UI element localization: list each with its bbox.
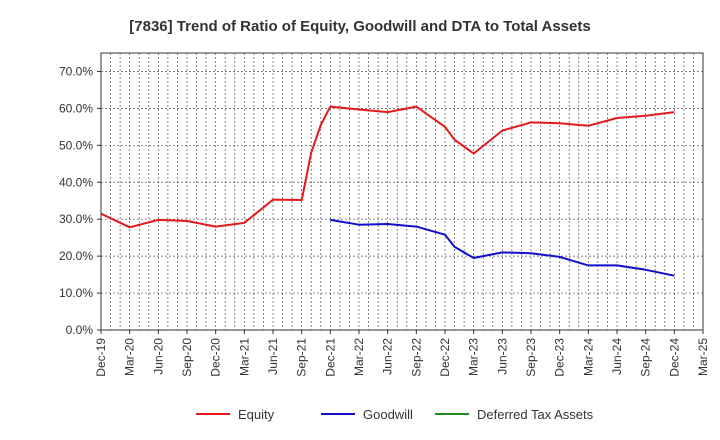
x-tick-label: Mar-20 (123, 338, 137, 376)
x-tick-label: Sep-21 (295, 338, 309, 377)
x-tick-label: Dec-19 (94, 338, 108, 377)
x-tick-label: Jun-23 (495, 338, 509, 375)
x-tick-label: Sep-23 (524, 338, 538, 377)
x-tick-label: Dec-20 (209, 338, 223, 377)
y-axis-ticks: 0.0% 10.0% 20.0% 30.0% 40.0% 50.0% 60.0% 70.0% (59, 64, 101, 337)
plot-area (100, 52, 704, 331)
series-line-equity (100, 105, 675, 229)
y-tick-label: 40.0% (59, 175, 93, 189)
x-tick-label: Dec-21 (323, 338, 337, 377)
y-tick-label: 70.0% (59, 64, 93, 78)
y-tick-label: 50.0% (59, 138, 93, 152)
x-tick-label: Jun-24 (610, 338, 624, 375)
x-tick-label: Mar-24 (581, 338, 595, 376)
x-axis-ticks: Dec-19 Mar-20 Jun-20 Sep-20 Dec-20 Mar-21 Jun-… (94, 330, 710, 377)
x-tick-label: Dec-24 (667, 338, 681, 377)
chart-title: [7836] Trend of Ratio of Equity, Goodwil… (129, 18, 590, 35)
x-tick-label: Mar-25 (696, 338, 710, 376)
x-tick-label: Sep-22 (409, 338, 423, 377)
y-tick-label: 60.0% (59, 101, 93, 115)
x-tick-label: Mar-22 (352, 338, 366, 376)
y-tick-label: 30.0% (59, 212, 93, 226)
y-tick-label: 0.0% (66, 323, 94, 337)
y-tick-label: 20.0% (59, 249, 93, 263)
series-line-goodwill (330, 218, 675, 277)
y-tick-label: 10.0% (59, 286, 93, 300)
x-tick-label: Mar-23 (467, 338, 481, 376)
legend: Equity Goodwill Deferred Tax Assets (196, 407, 594, 422)
x-tick-label: Sep-24 (639, 338, 653, 377)
plot-frame (100, 52, 704, 331)
x-tick-label: Jun-21 (266, 338, 280, 375)
legend-label-goodwill: Goodwill (363, 407, 413, 422)
x-tick-label: Mar-21 (237, 338, 251, 376)
x-tick-label: Jun-20 (151, 338, 165, 375)
x-tick-label: Dec-23 (553, 338, 567, 377)
x-tick-label: Jun-22 (381, 338, 395, 375)
legend-label-equity: Equity (238, 407, 275, 422)
x-tick-label: Sep-20 (180, 338, 194, 377)
series-lines (100, 105, 675, 277)
legend-label-deferred-tax-assets: Deferred Tax Assets (477, 407, 594, 422)
x-tick-label: Dec-22 (438, 338, 452, 377)
